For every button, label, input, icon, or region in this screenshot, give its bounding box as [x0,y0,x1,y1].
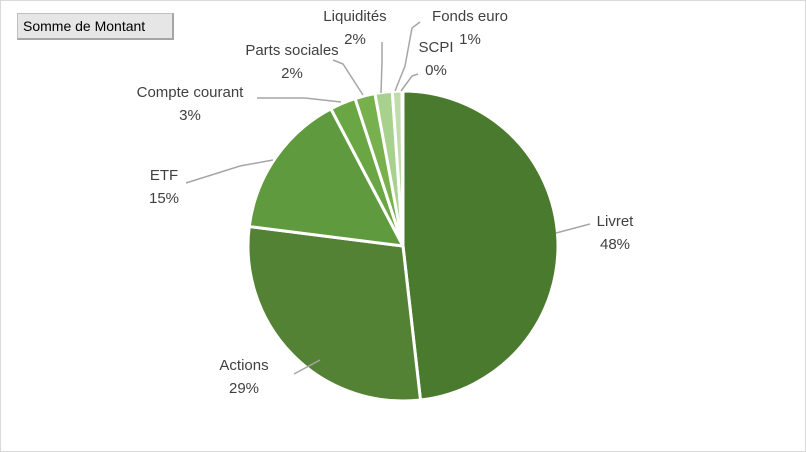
pie-slice-etf[interactable] [247,107,405,248]
leader-line [185,159,274,184]
pie-slice-actions[interactable] [246,225,422,403]
slice-name-label: Livret [597,213,635,230]
leader-lines [185,21,591,375]
leader-line [400,73,419,92]
slice-percent-label: 2% [344,31,366,48]
slice-name-label: Actions [219,357,268,374]
data-labels: Livret 48% Actions 29% ETF 15% Compte courant 3… [137,8,635,397]
leader-line [380,42,383,94]
leader-line [257,97,342,103]
value-field-button[interactable]: Somme de Montant [17,13,174,40]
slice-percent-label: 2% [281,65,303,82]
slice-name-label: Parts sociales [245,42,338,59]
slice-percent-label: 15% [149,190,179,207]
slice-name-label: Fonds euro [432,8,508,25]
slice-percent-label: 48% [600,236,630,253]
pie-slice-livret[interactable] [401,89,560,402]
slice-name-label: Compte courant [137,84,245,101]
slice-percent-label: 29% [229,380,259,397]
slice-name-label: ETF [150,167,178,184]
slice-name-label: SCPI [418,39,453,56]
slice-name-label: Liquidités [323,8,386,25]
slice-percent-label: 3% [179,107,201,124]
leader-line [394,21,421,92]
leader-line [555,223,591,234]
leader-line [332,59,364,96]
pie-slices [246,89,560,403]
leader-line [293,359,321,375]
slice-percent-label: 1% [459,31,481,48]
pie-slice-scpi[interactable] [400,89,405,248]
slice-percent-label: 0% [425,62,447,79]
